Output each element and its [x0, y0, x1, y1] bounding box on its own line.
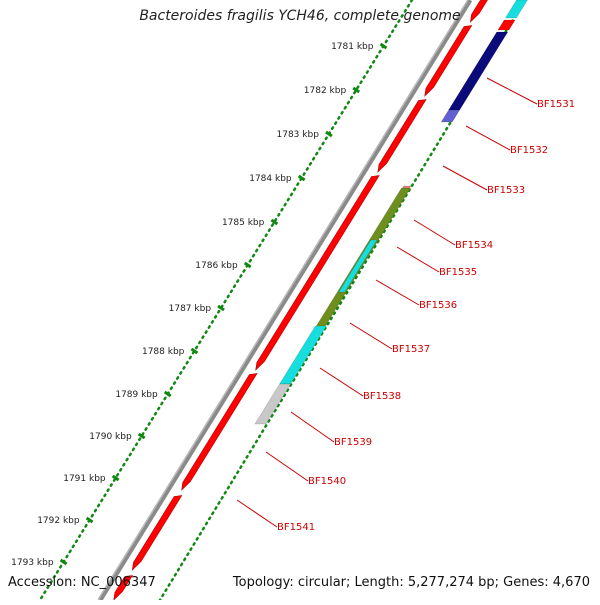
cds-arrow[interactable] [255, 175, 380, 371]
gene-labels: BF1531 BF1532 BF1533 BF1534 BF1535 BF1536 BF15… [236, 77, 575, 533]
scale-tick-label: 1790 kbp [89, 432, 132, 442]
scale-tick-label: 1783 kbp [277, 130, 320, 140]
gene-label-leader [442, 165, 488, 191]
gene-label[interactable]: BF1531 [537, 99, 575, 110]
scale-tick [297, 174, 306, 182]
gene-label[interactable]: BF1535 [439, 267, 477, 278]
gene-label-leader [349, 322, 393, 350]
scale-tick [270, 218, 279, 226]
gene-label[interactable]: BF1537 [392, 344, 430, 355]
cds-arrow[interactable] [424, 25, 473, 97]
scale-tick [217, 304, 225, 312]
gene-label[interactable]: BF1534 [455, 240, 493, 251]
color-feature-track [254, 0, 528, 425]
feature-grey-block[interactable] [254, 383, 292, 425]
gene-label-leader [396, 246, 440, 273]
gene-label-leader [236, 499, 278, 528]
feature-blue-block[interactable] [440, 109, 461, 123]
scale-tick [243, 261, 252, 269]
scale-tick [59, 558, 68, 566]
gene-label-leader [319, 367, 364, 397]
gene-label[interactable]: BF1541 [277, 522, 315, 533]
gene-label[interactable]: BF1536 [419, 300, 457, 311]
cds-arrow[interactable] [181, 373, 258, 491]
gene-label-leader [413, 219, 456, 246]
gene-label[interactable]: BF1539 [334, 437, 372, 448]
genome-backbone-highlight [97, 0, 469, 601]
scale-tick-label: 1789 kbp [115, 390, 158, 400]
feature-cyan-block[interactable] [504, 0, 528, 19]
scale-tick-label: 1786 kbp [195, 261, 238, 271]
gene-label[interactable]: BF1532 [510, 145, 548, 156]
feature-cyan-block[interactable] [338, 239, 378, 293]
scale-tick [137, 432, 146, 440]
scale-ticks: 1781 kbp 1782 kbp 1783 kbp 1784 kbp 1785 kbp… [11, 42, 388, 568]
gene-label-leader [486, 77, 538, 105]
scale-tick-label: 1792 kbp [37, 516, 80, 526]
gene-label-leader [265, 451, 309, 482]
genome-title: Bacteroides fragilis YCH46, complete gen… [139, 8, 461, 24]
cds-arrow[interactable] [131, 495, 183, 571]
scale-tick-label: 1787 kbp [169, 304, 212, 314]
cds-track-forward [113, 0, 488, 601]
scale-tick [190, 347, 199, 355]
scale-tick-label: 1782 kbp [304, 86, 347, 96]
scale-tick [163, 390, 172, 398]
scale-tick [352, 86, 361, 94]
gene-label[interactable]: BF1540 [308, 476, 346, 487]
scale-dotted-line [38, 0, 414, 602]
cds-arrow[interactable] [113, 575, 134, 601]
scale-tick [85, 516, 94, 524]
scale-tick-label: 1781 kbp [331, 42, 374, 52]
cds-arrow[interactable] [469, 0, 488, 23]
gene-label[interactable]: BF1538 [363, 391, 401, 402]
feature-cyan-block[interactable] [279, 325, 327, 385]
gene-label-leader [375, 279, 420, 306]
cds-arrow[interactable] [377, 99, 427, 173]
scale-tick-label: 1793 kbp [11, 558, 54, 568]
gene-label[interactable]: BF1533 [487, 185, 525, 196]
scale-tick-label: 1788 kbp [142, 347, 185, 357]
gene-label-leader [465, 125, 511, 151]
scale-tick-label: 1785 kbp [222, 218, 265, 228]
gene-label-leader [290, 411, 335, 443]
accession-label: Accession: NC_006347 [8, 575, 156, 590]
scale-tick [111, 474, 120, 482]
topology-label: Topology: circular; Length: 5,277,274 bp… [232, 575, 590, 590]
feature-red-block[interactable] [497, 19, 516, 31]
genome-backbone [97, 0, 473, 602]
scale-tick-label: 1791 kbp [63, 474, 106, 484]
scale-tick [325, 130, 333, 138]
scale-tick-label: 1784 kbp [249, 174, 292, 184]
scale-tick [379, 42, 388, 50]
